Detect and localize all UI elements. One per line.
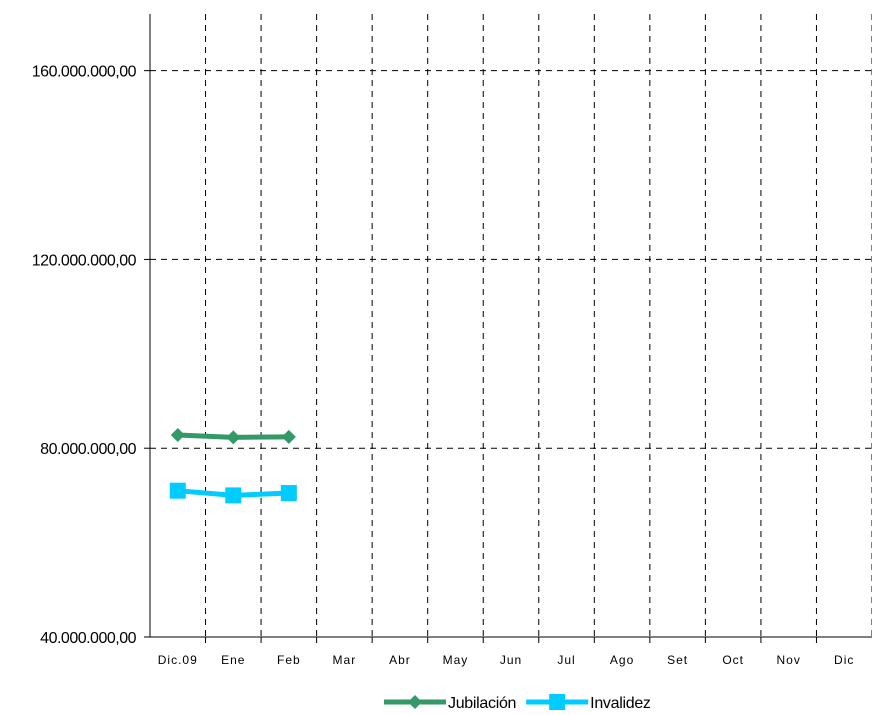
invalidez-series (169, 482, 297, 504)
x-tick-label: Oct (722, 653, 744, 667)
x-tick-label: Mar (333, 653, 357, 667)
legend: Jubilación Invalidez (384, 694, 651, 712)
jubilacion-point (226, 430, 241, 445)
y-tick-label: 80.000.000,00 (40, 441, 136, 458)
legend-label: Jubilación (448, 695, 516, 710)
y-tick-label: 40.000.000,00 (40, 630, 136, 647)
axis-layer (144, 14, 872, 643)
legend-item-jubilacion: Jubilación (384, 695, 516, 712)
x-tick-label: Set (667, 653, 688, 667)
x-tick-label: Ene (221, 653, 245, 667)
x-tick-label: May (443, 653, 469, 667)
invalidez-point (169, 482, 186, 499)
x-tick-labels: Dic.09 Ene Feb Mar Abr May Jun Jul Ago Set Oct Nov D… (158, 653, 854, 667)
jubilacion-series (170, 427, 296, 445)
jubilacion-point (170, 427, 185, 442)
x-tick-label: Jun (500, 653, 522, 667)
invalidez-point (280, 485, 297, 502)
legend-label: Invalidez (590, 695, 651, 710)
legend-swatch-marker (549, 694, 566, 710)
y-tick-label: 120.000.000,00 (32, 252, 137, 269)
jubilacion-point (281, 429, 296, 444)
x-tick-label: Dic (834, 653, 854, 667)
x-tick-label: Dic.09 (158, 653, 198, 667)
y-tick-label: 160.000.000,00 (32, 64, 137, 81)
y-tick-labels: 40.000.000,00 80.000.000,00 120.000.000,00… (32, 64, 137, 647)
legend-swatch-marker (408, 695, 422, 709)
x-tick-label: Ago (610, 653, 634, 667)
legend-item-invalidez: Invalidez (526, 694, 651, 712)
x-tick-label: Nov (777, 653, 801, 667)
x-tick-label: Jul (557, 653, 575, 667)
x-tick-label: Abr (389, 653, 411, 667)
invalidez-point (225, 487, 242, 504)
grid-layer (150, 14, 872, 637)
series-layer (169, 427, 297, 504)
x-tick-label: Feb (277, 653, 301, 667)
